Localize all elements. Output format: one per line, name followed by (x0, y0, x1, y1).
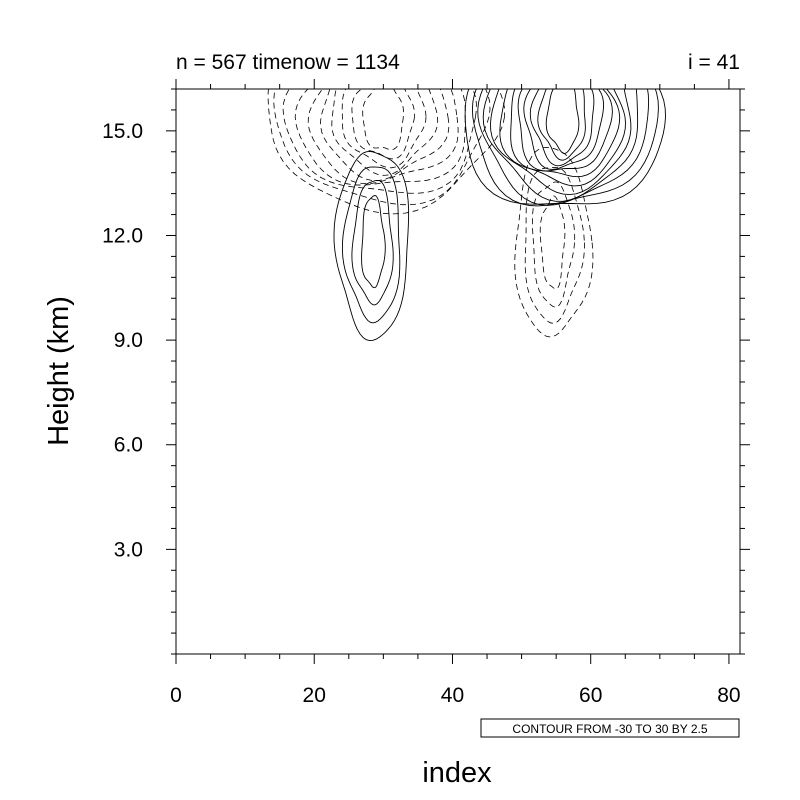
positive-contour-line (545, 89, 580, 154)
contour-lines (267, 89, 666, 342)
positive-contour-line (537, 89, 586, 161)
negative-contour-line (362, 89, 405, 151)
positive-contour-line (529, 89, 595, 167)
negative-contour-line (514, 146, 594, 338)
positive-contour-line (510, 89, 621, 178)
x-tick-label: 60 (579, 684, 602, 707)
positive-contour-line (477, 89, 650, 206)
negative-contour-line (341, 89, 427, 169)
negative-contour-line (331, 89, 439, 176)
positive-contour-line (333, 150, 410, 342)
y-tick-label: 3.0 (114, 538, 143, 561)
contour-info-box (480, 718, 740, 738)
y-tick-label: 12.0 (102, 224, 143, 247)
positive-contour-line (517, 89, 613, 172)
positive-contour-line (482, 89, 639, 202)
contour-info-label: CONTOUR FROM -30 TO 30 BY 2.5 (512, 722, 707, 736)
negative-contour-line (524, 166, 585, 324)
negative-contour-line (320, 89, 450, 182)
negative-contour-line (307, 89, 459, 185)
y-axis-title: Height (km) (43, 296, 75, 446)
title-left: n = 567 timenow = 1134 (176, 51, 400, 74)
positive-contour-line (523, 89, 604, 170)
negative-contour-line (267, 89, 506, 215)
plot-frame (175, 88, 741, 655)
negative-contour-line (532, 181, 576, 308)
negative-contour-line (351, 89, 416, 160)
x-tick-label: 80 (717, 684, 740, 707)
positive-contour-line (341, 166, 401, 324)
y-tick-label: 9.0 (114, 329, 143, 352)
y-tick-label: 15.0 (102, 120, 143, 143)
positive-contour-line (351, 179, 394, 306)
positive-contour-line (490, 89, 632, 196)
negative-contour-line (539, 195, 566, 290)
x-tick-labels: 0 20 40 60 80 (170, 684, 740, 707)
x-tick-label: 20 (303, 684, 326, 707)
positive-contour-line (361, 195, 386, 289)
positive-contour-line (464, 89, 666, 205)
x-tick-label: 0 (170, 684, 182, 707)
negative-contour-line (273, 89, 491, 206)
negative-contour-line (294, 89, 466, 186)
x-tick-label: 40 (441, 684, 464, 707)
y-tick-labels: 3.0 6.0 9.0 12.0 15.0 (102, 120, 143, 562)
plot-axes (166, 79, 750, 664)
positive-contour-line (499, 89, 626, 187)
title-right: i = 41 (688, 51, 740, 74)
x-axis-title: index (422, 757, 492, 789)
positive-contour-line (471, 89, 659, 207)
y-tick-label: 6.0 (114, 434, 143, 457)
